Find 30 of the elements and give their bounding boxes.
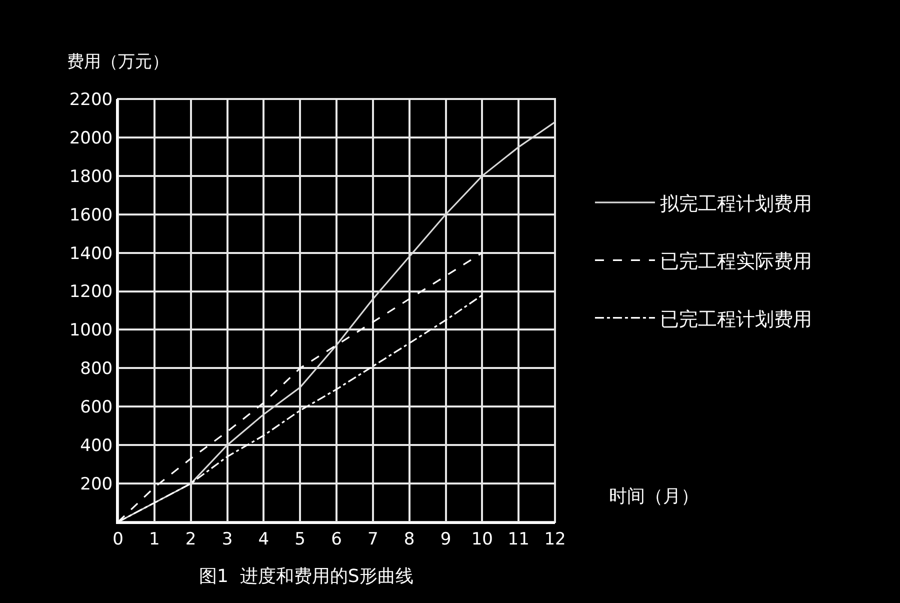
y-tick-label: 200 — [80, 474, 113, 494]
y-tick-label: 800 — [80, 359, 113, 380]
legend-label: 已完工程计划费用 — [660, 308, 812, 330]
x-tick-label: 6 — [331, 529, 342, 550]
y-tick-label: 2000 — [69, 128, 113, 148]
legend-label: 已完工程实际费用 — [660, 250, 812, 273]
x-tick-label: 9 — [440, 529, 452, 550]
x-tick-label: 2 — [185, 529, 196, 550]
y-tick-label: 600 — [80, 398, 113, 418]
y-axis-title: 费用（万元） — [67, 52, 169, 72]
x-tick-label: 11 — [508, 529, 530, 550]
x-tick-label: 1 — [149, 529, 160, 550]
text: 图1 进度和费用的S形曲线 — [199, 566, 414, 587]
x-tick-label: 4 — [258, 529, 270, 550]
y-tick-label: 1800 — [69, 166, 113, 187]
y-tick-label: 2200 — [69, 90, 113, 110]
y-tick-label: 1600 — [69, 205, 113, 226]
x-tick-label: 8 — [404, 529, 415, 550]
y-tick-label: 1000 — [69, 320, 113, 341]
legend-label: 拟完工程计划费用 — [660, 192, 812, 215]
x-tick-label: 5 — [294, 529, 306, 550]
x-tick-label: 10 — [471, 529, 493, 550]
y-tick-label: 1400 — [69, 244, 113, 264]
y-tick-label: 1200 — [69, 282, 113, 302]
x-axis-title: 时间（月） — [609, 486, 699, 507]
x-tick-label: 3 — [222, 529, 233, 550]
x-tick-label: 7 — [368, 529, 378, 550]
y-tick-label: 400 — [80, 436, 113, 456]
x-tick-label: 12 — [544, 529, 566, 550]
x-tick-label: 0 — [112, 529, 124, 550]
